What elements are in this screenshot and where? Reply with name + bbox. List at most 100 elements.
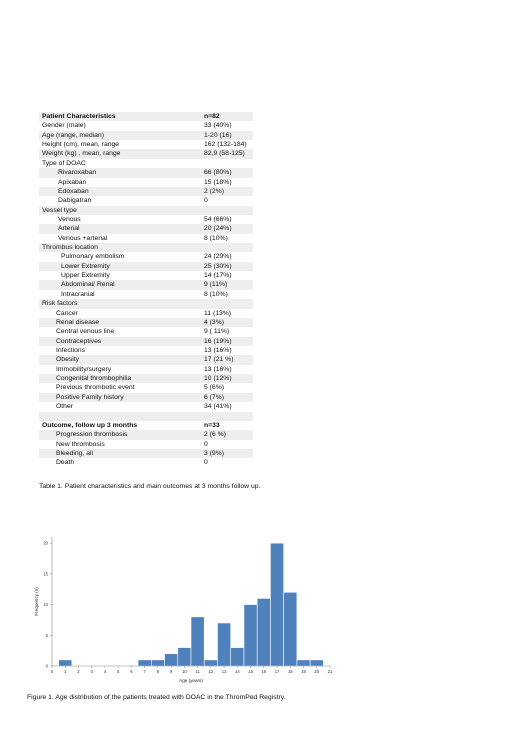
row-label: Abdominal/ Renal <box>39 280 201 290</box>
patient-characteristics-table: Patient Characteristics n=82 Gender (male)… <box>39 112 253 468</box>
row-label: Infections <box>56 346 86 354</box>
row-label: Previous thrombotic event <box>56 384 135 392</box>
row-value: 2 (2%) <box>201 186 253 197</box>
row-value: 3 (9%) <box>201 448 253 459</box>
histogram-bar <box>217 622 232 667</box>
table-row: Age (range, median) 1-20 (16) <box>39 130 253 141</box>
table-row: Infections 13 (16%) <box>39 346 253 355</box>
x-tick-label: 15 <box>248 669 253 674</box>
histogram-bar <box>58 659 73 667</box>
row-label: Edoxaban <box>39 186 201 197</box>
row-label: Type of DOAC <box>42 159 86 167</box>
row-label: Death <box>56 459 75 467</box>
row-value: 10 (12%) <box>201 374 253 384</box>
row-value: 6 (7%) <box>201 392 253 403</box>
row-label: Positive Family history <box>39 392 201 403</box>
table-row: Venous +arterial 8 (10%) <box>39 234 253 243</box>
row-label: Rivaroxaban <box>39 168 201 178</box>
table-row: Outcome, follow up 3 months n=33 <box>39 421 253 430</box>
x-axis-label: Age (years) <box>179 678 203 683</box>
table-row: Bleeding, all 3 (9%) <box>39 448 253 459</box>
table-row: Congenital thrombophilia 10 (12%) <box>39 374 253 384</box>
table-row: Apixaban 15 (18%) <box>39 178 253 187</box>
row-value: 0 <box>204 197 208 205</box>
row-value: 66 (80%) <box>201 168 253 178</box>
row-label <box>39 411 201 421</box>
table-row: Renal disease 4 (3%) <box>39 317 253 328</box>
row-label: Weight (kg) , mean, range <box>39 149 201 159</box>
row-value: 0 <box>204 440 208 448</box>
table-row: Lower Extremity 25 (30%) <box>39 261 253 272</box>
row-value <box>201 205 253 215</box>
x-tick-label: 11 <box>195 669 200 674</box>
table-row: Height (cm), mean, range 162 (132-184) <box>39 140 253 149</box>
row-value <box>201 159 253 168</box>
x-tick-label: 21 <box>328 669 333 674</box>
x-tick-label: 14 <box>235 669 240 674</box>
histogram-bar <box>296 659 311 667</box>
row-value: 33 (40%) <box>204 122 232 130</box>
table-row: Central venous line 9 ( 11%) <box>39 327 253 336</box>
x-tick-label: 8 <box>157 669 160 674</box>
row-label: Patient Characteristics <box>39 112 201 122</box>
row-value: 16 (19%) <box>201 336 253 346</box>
y-axis-label: Frequency (n) <box>34 587 39 616</box>
row-value: 11 (13%) <box>204 309 232 317</box>
y-tick-label: 20 <box>43 541 48 546</box>
histogram-bar <box>203 659 218 667</box>
histogram-bar <box>150 659 165 667</box>
histogram-bar <box>256 598 271 667</box>
x-tick-label: 6 <box>130 669 133 674</box>
row-value: 13 (16%) <box>204 365 232 373</box>
table-row: Positive Family history 6 (7%) <box>39 392 253 403</box>
row-label: Vessel type <box>39 205 201 215</box>
row-label: Progression thrombosis <box>39 430 201 440</box>
y-tick-label: 10 <box>43 602 48 607</box>
x-tick-label: 1 <box>64 669 67 674</box>
table-row: Gender (male) 33 (40%) <box>39 121 253 130</box>
row-label: Outcome, follow up 3 months <box>42 421 138 429</box>
row-value: 13 (16%) <box>204 346 232 354</box>
x-tick-label: 16 <box>261 669 266 674</box>
row-value: 20 (24%) <box>201 224 253 234</box>
figure-caption: Figure 1. Age distribution of the patien… <box>27 694 286 701</box>
histogram-bar <box>177 647 192 667</box>
table-row <box>39 411 253 421</box>
table-row: Vessel type <box>39 205 253 215</box>
x-tick-label: 4 <box>104 669 107 674</box>
row-label: Cancer <box>56 309 78 317</box>
row-label: Apixaban <box>58 178 87 186</box>
row-label: Bleeding, all <box>39 448 201 459</box>
table-row: Weight (kg) , mean, range 82,9 (58-125) <box>39 149 253 159</box>
row-label: Thrombus location <box>39 243 201 253</box>
table-row: Contraceptives 16 (19%) <box>39 336 253 346</box>
row-value: 34 (41%) <box>204 403 232 411</box>
histogram-bar <box>230 647 245 667</box>
table-row: Patient Characteristics n=82 <box>39 112 253 122</box>
row-label: Central venous line <box>56 328 115 336</box>
row-value: 14 (17%) <box>204 272 232 280</box>
table-row: Cancer 11 (13%) <box>39 309 253 318</box>
table-row: Thrombus location <box>39 243 253 253</box>
x-tick-label: 5 <box>117 669 120 674</box>
row-label: Upper Extremity <box>61 272 110 280</box>
row-label: Contraceptives <box>39 336 201 346</box>
table-row: Intracranial 8 (10%) <box>39 290 253 299</box>
x-tick-label: 7 <box>143 669 146 674</box>
x-tick-label: 2 <box>77 669 80 674</box>
table-row: Immobility/surgery 13 (16%) <box>39 365 253 374</box>
table-row: Pulmonary embolism 24 (29%) <box>39 252 253 261</box>
row-label: Congenital thrombophilia <box>39 374 201 384</box>
row-label: Arterial <box>39 224 201 234</box>
row-value: 54 (66%) <box>204 215 232 223</box>
row-label: Pulmonary embolism <box>61 253 125 261</box>
x-tick-label: 10 <box>182 669 187 674</box>
row-value: 0 <box>204 459 208 467</box>
row-label: Gender (male) <box>42 122 86 130</box>
histogram-bar <box>309 659 324 667</box>
table-row: Other 34 (41%) <box>39 402 253 411</box>
x-tick-label: 19 <box>301 669 306 674</box>
table-row: Risk factors <box>39 299 253 309</box>
histogram-bar <box>243 604 258 667</box>
row-label: Other <box>56 403 73 411</box>
